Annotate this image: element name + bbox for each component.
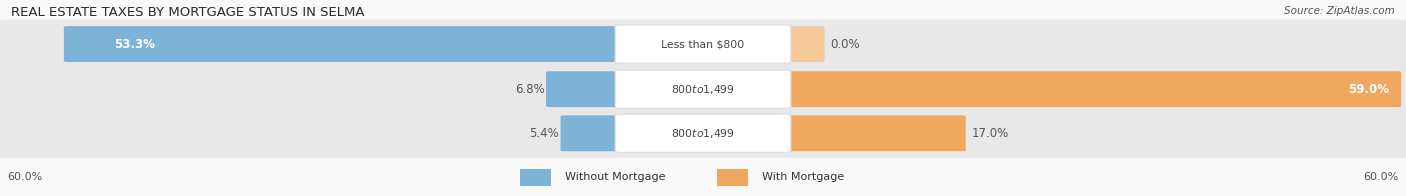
Text: $800 to $1,499: $800 to $1,499 <box>671 127 735 140</box>
FancyBboxPatch shape <box>779 71 1402 107</box>
FancyBboxPatch shape <box>520 169 551 186</box>
Text: 60.0%: 60.0% <box>7 172 42 182</box>
FancyBboxPatch shape <box>616 114 790 152</box>
FancyBboxPatch shape <box>616 25 790 63</box>
FancyBboxPatch shape <box>63 26 627 62</box>
FancyBboxPatch shape <box>616 70 790 108</box>
Text: Without Mortgage: Without Mortgage <box>565 172 665 182</box>
FancyBboxPatch shape <box>717 169 748 186</box>
Text: Source: ZipAtlas.com: Source: ZipAtlas.com <box>1284 6 1395 16</box>
FancyBboxPatch shape <box>0 65 1406 114</box>
Text: 53.3%: 53.3% <box>114 38 155 51</box>
Text: 5.4%: 5.4% <box>530 127 560 140</box>
FancyBboxPatch shape <box>0 20 1406 69</box>
Text: 6.8%: 6.8% <box>515 83 544 96</box>
Text: Less than $800: Less than $800 <box>661 39 745 49</box>
FancyBboxPatch shape <box>546 71 627 107</box>
Text: 0.0%: 0.0% <box>830 38 860 51</box>
Text: REAL ESTATE TAXES BY MORTGAGE STATUS IN SELMA: REAL ESTATE TAXES BY MORTGAGE STATUS IN … <box>11 6 364 19</box>
Text: With Mortgage: With Mortgage <box>762 172 844 182</box>
FancyBboxPatch shape <box>779 115 966 151</box>
Text: $800 to $1,499: $800 to $1,499 <box>671 83 735 96</box>
FancyBboxPatch shape <box>561 115 627 151</box>
FancyBboxPatch shape <box>0 109 1406 158</box>
Text: 59.0%: 59.0% <box>1347 83 1389 96</box>
Text: 60.0%: 60.0% <box>1364 172 1399 182</box>
Text: 17.0%: 17.0% <box>972 127 1008 140</box>
FancyBboxPatch shape <box>779 26 824 62</box>
